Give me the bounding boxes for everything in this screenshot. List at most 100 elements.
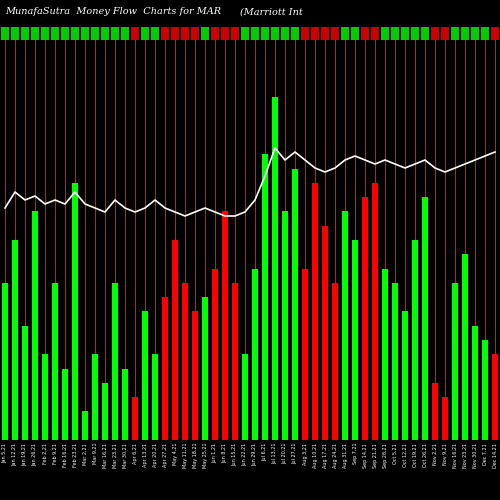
Bar bbox=[152, 354, 158, 440]
Bar bbox=[1, 28, 9, 40]
Bar bbox=[421, 28, 429, 40]
Bar bbox=[191, 28, 199, 40]
Bar bbox=[492, 354, 498, 440]
Bar bbox=[401, 28, 409, 40]
Bar bbox=[12, 240, 18, 440]
Bar bbox=[362, 197, 368, 440]
Bar bbox=[241, 28, 249, 40]
Bar bbox=[301, 28, 309, 40]
Bar bbox=[482, 340, 488, 440]
Bar bbox=[422, 197, 428, 440]
Bar bbox=[92, 354, 98, 440]
Bar bbox=[181, 28, 189, 40]
Bar bbox=[271, 28, 279, 40]
Bar bbox=[162, 297, 168, 440]
Bar bbox=[102, 383, 108, 440]
Bar bbox=[452, 283, 458, 440]
Bar bbox=[411, 28, 419, 40]
Bar bbox=[182, 283, 188, 440]
Bar bbox=[491, 28, 499, 40]
Bar bbox=[342, 212, 348, 440]
Bar bbox=[332, 283, 338, 440]
Bar bbox=[22, 326, 28, 440]
Bar bbox=[262, 154, 268, 440]
Bar bbox=[252, 268, 258, 440]
Bar bbox=[322, 226, 328, 440]
Bar bbox=[451, 28, 459, 40]
Bar bbox=[261, 28, 269, 40]
Bar bbox=[392, 283, 398, 440]
Bar bbox=[81, 28, 89, 40]
Bar bbox=[142, 312, 148, 440]
Bar bbox=[232, 283, 238, 440]
Bar bbox=[21, 28, 29, 40]
Bar bbox=[391, 28, 399, 40]
Bar bbox=[381, 28, 389, 40]
Bar bbox=[32, 212, 38, 440]
Bar bbox=[172, 240, 178, 440]
Bar bbox=[171, 28, 179, 40]
Bar bbox=[192, 312, 198, 440]
Bar bbox=[111, 28, 120, 40]
Bar bbox=[351, 28, 359, 40]
Bar bbox=[371, 28, 380, 40]
Bar bbox=[361, 28, 369, 40]
Bar bbox=[402, 312, 408, 440]
Bar bbox=[122, 368, 128, 440]
Bar bbox=[251, 28, 259, 40]
Bar bbox=[52, 283, 58, 440]
Bar bbox=[412, 240, 418, 440]
Bar bbox=[151, 28, 159, 40]
Bar bbox=[441, 28, 449, 40]
Bar bbox=[462, 254, 468, 440]
Bar bbox=[31, 28, 39, 40]
Bar bbox=[341, 28, 349, 40]
Bar bbox=[382, 268, 388, 440]
Bar bbox=[291, 28, 299, 40]
Bar bbox=[222, 212, 228, 440]
Bar bbox=[2, 283, 8, 440]
Bar bbox=[372, 183, 378, 440]
Bar bbox=[61, 28, 69, 40]
Bar bbox=[221, 28, 229, 40]
Bar bbox=[211, 28, 219, 40]
Bar bbox=[101, 28, 109, 40]
Bar bbox=[41, 28, 49, 40]
Bar bbox=[442, 397, 448, 440]
Text: (Marriott Int: (Marriott Int bbox=[240, 8, 303, 16]
Bar bbox=[42, 354, 48, 440]
Bar bbox=[51, 28, 60, 40]
Bar bbox=[141, 28, 149, 40]
Bar bbox=[352, 240, 358, 440]
Bar bbox=[11, 28, 19, 40]
Bar bbox=[132, 397, 138, 440]
Bar bbox=[472, 326, 478, 440]
Bar bbox=[471, 28, 479, 40]
Bar bbox=[212, 268, 218, 440]
Bar bbox=[431, 28, 440, 40]
Bar bbox=[131, 28, 139, 40]
Bar bbox=[281, 28, 289, 40]
Bar bbox=[432, 383, 438, 440]
Bar bbox=[481, 28, 489, 40]
Bar bbox=[112, 283, 118, 440]
Bar bbox=[62, 368, 68, 440]
Bar bbox=[242, 354, 248, 440]
Bar bbox=[272, 97, 278, 440]
Bar bbox=[302, 268, 308, 440]
Bar bbox=[321, 28, 329, 40]
Bar bbox=[91, 28, 99, 40]
Bar bbox=[72, 183, 78, 440]
Bar bbox=[202, 297, 208, 440]
Bar bbox=[331, 28, 339, 40]
Text: MunafaSutra  Money Flow  Charts for MAR: MunafaSutra Money Flow Charts for MAR bbox=[5, 8, 221, 16]
Bar bbox=[292, 168, 298, 440]
Bar bbox=[82, 412, 88, 440]
Bar bbox=[312, 183, 318, 440]
Bar bbox=[161, 28, 169, 40]
Bar bbox=[231, 28, 239, 40]
Bar bbox=[201, 28, 209, 40]
Bar bbox=[121, 28, 129, 40]
Bar bbox=[282, 212, 288, 440]
Bar bbox=[311, 28, 320, 40]
